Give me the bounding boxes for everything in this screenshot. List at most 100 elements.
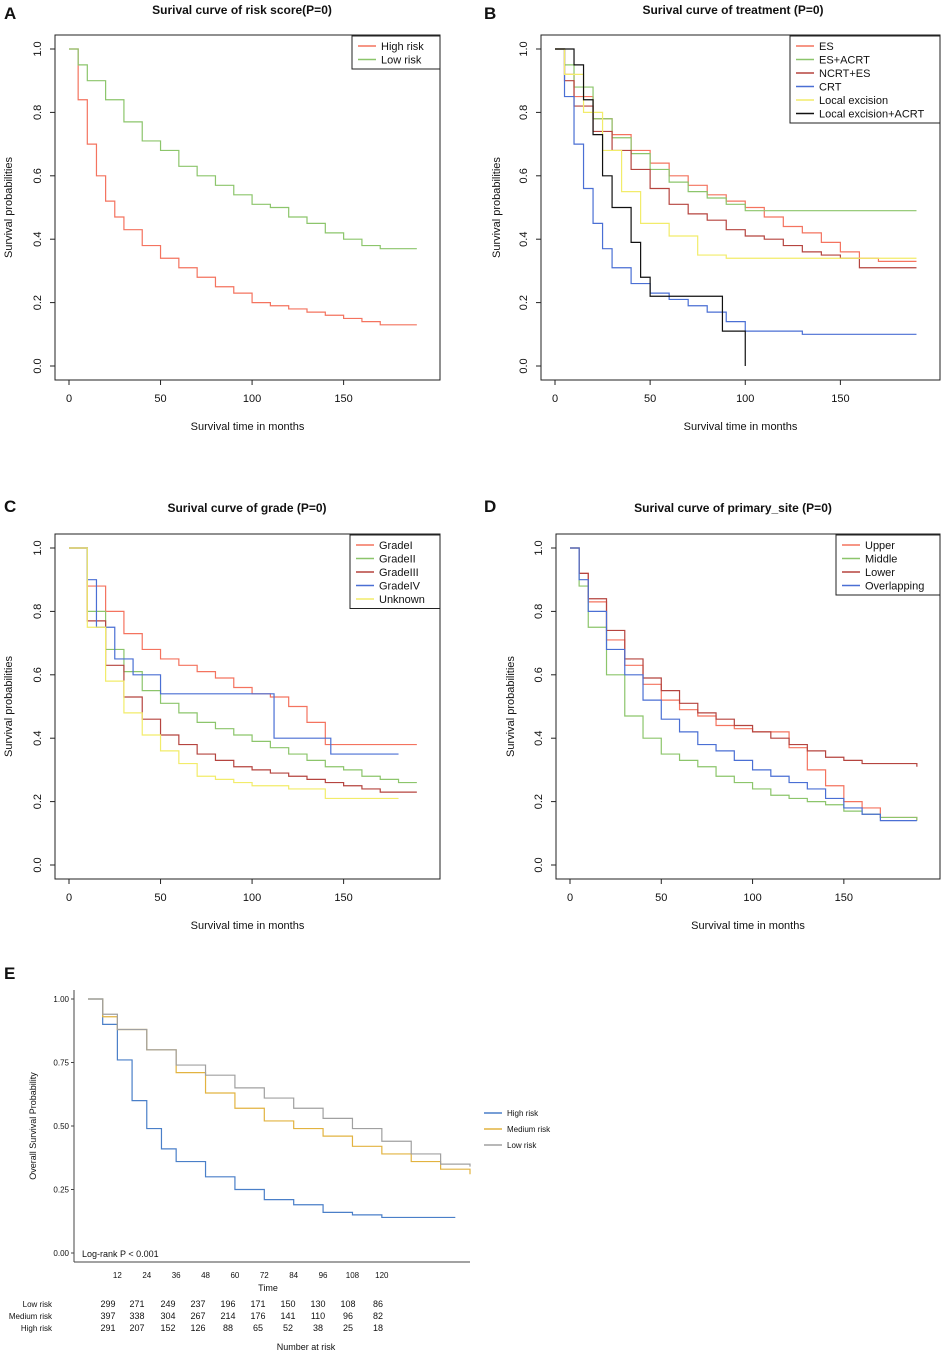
series-line-c-0 <box>69 547 417 746</box>
legend-label-b-5: Local excision+ACRT <box>819 109 925 121</box>
risk-value-e-2-0: 291 <box>100 1323 115 1333</box>
x-axis-label-d: Survival time in months <box>691 920 805 932</box>
logrank-annotation-e: Log-rank P < 0.001 <box>82 1249 159 1259</box>
x-axis-label-e: Time <box>258 1283 278 1293</box>
x-tick-label-e: 108 <box>346 1271 360 1280</box>
panel-b: B Surival curve of treatment (P=0) 0.0 0.2 0… <box>484 3 941 433</box>
y-tick-label-b: 0.6 <box>518 168 530 183</box>
y-tick-label-c: 0.0 <box>32 857 44 872</box>
risk-value-e-0-1: 271 <box>129 1299 144 1309</box>
legend-label-c-3: GradeIV <box>379 581 421 593</box>
risk-value-e-2-7: 38 <box>313 1323 323 1333</box>
legend-label-d-1: Middle <box>865 554 897 566</box>
series-line-b-3 <box>555 48 917 335</box>
y-tick-label-a: 0.6 <box>32 168 44 183</box>
risk-table-title-e: Number at risk <box>277 1342 336 1352</box>
risk-value-e-2-8: 25 <box>343 1323 353 1333</box>
risk-value-e-1-6: 141 <box>280 1311 295 1321</box>
y-tick-label-b: 0.8 <box>518 105 530 120</box>
y-tick-label-e: 0.00 <box>53 1249 69 1258</box>
risk-row-label-e-2: High risk <box>21 1324 53 1333</box>
y-tick-label-b: 1.0 <box>518 41 530 56</box>
chart-title-b: Surival curve of treatment (P=0) <box>642 3 823 17</box>
legend-label-e-1: Medium risk <box>507 1125 551 1134</box>
y-axis-label-a: Survival probabilities <box>3 157 15 258</box>
panel-d: D Surival curve of primary_site (P=0) 0.0 0… <box>484 497 941 932</box>
x-tick-label-e: 48 <box>201 1271 210 1280</box>
x-tick-label-c: 150 <box>334 892 352 904</box>
y-axis-label-e: Overall Survival Probability <box>28 1072 38 1180</box>
legend-label-b-2: NCRT+ES <box>819 68 870 80</box>
y-tick-label-d: 0.4 <box>533 731 545 746</box>
series-line-c-1 <box>69 547 417 784</box>
y-tick-label-d: 0.0 <box>533 857 545 872</box>
panel-letter-c: C <box>4 497 16 516</box>
risk-value-e-1-7: 110 <box>311 1311 325 1321</box>
x-tick-label-a: 150 <box>334 393 352 405</box>
legend-label-a-1: Low risk <box>381 55 422 67</box>
x-tick-label-a: 50 <box>154 393 166 405</box>
legend-label-a-0: High risk <box>381 41 424 53</box>
series-line-c-3 <box>69 547 399 755</box>
risk-value-e-1-0: 397 <box>100 1311 115 1321</box>
risk-value-e-0-2: 249 <box>160 1299 175 1309</box>
series-line-d-1 <box>570 547 918 821</box>
x-tick-label-e: 36 <box>172 1271 181 1280</box>
y-tick-label-d: 0.8 <box>533 604 545 619</box>
risk-value-e-1-5: 176 <box>250 1311 265 1321</box>
plot-frame-c <box>54 533 441 880</box>
risk-value-e-2-6: 52 <box>283 1323 293 1333</box>
y-tick-label-a: 0.2 <box>32 295 44 310</box>
y-tick-label-b: 0.2 <box>518 295 530 310</box>
risk-value-e-1-9: 82 <box>373 1311 383 1321</box>
y-tick-label-b: 0.4 <box>518 232 530 247</box>
y-tick-label-d: 0.2 <box>533 794 545 809</box>
legend-label-d-3: Overlapping <box>865 581 924 593</box>
plot-frame-b <box>540 34 941 381</box>
y-tick-label-e: 1.00 <box>53 995 69 1004</box>
x-tick-label-e: 72 <box>260 1271 269 1280</box>
series-line-a-1 <box>69 48 417 250</box>
y-tick-label-b: 0.0 <box>518 358 530 373</box>
y-tick-label-e: 0.25 <box>53 1186 69 1195</box>
legend-label-d-2: Lower <box>865 567 895 579</box>
legend-label-e-0: High risk <box>507 1109 539 1118</box>
y-axis-label-d: Survival probabilities <box>505 656 517 757</box>
legend-label-b-0: ES <box>819 41 834 53</box>
risk-value-e-0-0: 299 <box>100 1299 115 1309</box>
x-tick-label-e: 120 <box>375 1271 389 1280</box>
x-tick-label-c: 50 <box>154 892 166 904</box>
y-tick-label-a: 0.8 <box>32 105 44 120</box>
x-tick-label-c: 0 <box>66 892 72 904</box>
legend-label-c-0: GradeI <box>379 540 413 552</box>
x-tick-label-a: 100 <box>243 393 261 405</box>
y-tick-label-c: 0.2 <box>32 794 44 809</box>
y-tick-label-d: 0.6 <box>533 667 545 682</box>
y-axis-label-c: Survival probabilities <box>3 656 15 757</box>
x-tick-label-c: 100 <box>243 892 261 904</box>
x-tick-label-d: 100 <box>743 892 761 904</box>
legend-label-c-2: GradeIII <box>379 567 419 579</box>
y-tick-label-a: 0.4 <box>32 232 44 247</box>
y-tick-label-e: 0.75 <box>53 1059 69 1068</box>
y-tick-label-e: 0.50 <box>53 1122 69 1131</box>
x-tick-label-e: 24 <box>142 1271 151 1280</box>
y-tick-label-a: 0.0 <box>32 358 44 373</box>
series-line-d-3 <box>570 547 917 822</box>
y-tick-label-c: 1.0 <box>32 540 44 555</box>
plot-frame-d <box>555 533 941 880</box>
risk-value-e-2-5: 65 <box>253 1323 263 1333</box>
series-line-c-4 <box>69 547 399 800</box>
risk-value-e-1-8: 96 <box>343 1311 353 1321</box>
x-tick-label-b: 100 <box>736 393 754 405</box>
legend-label-d-0: Upper <box>865 540 895 552</box>
x-axis-label-b: Survival time in months <box>684 421 798 433</box>
risk-value-e-1-3: 267 <box>190 1311 205 1321</box>
y-tick-label-a: 1.0 <box>32 41 44 56</box>
x-tick-label-d: 0 <box>567 892 573 904</box>
x-tick-label-e: 96 <box>319 1271 328 1280</box>
y-axis-label-b: Survival probabilities <box>491 157 503 258</box>
series-line-e-2 <box>88 998 471 1167</box>
x-tick-label-b: 50 <box>644 393 656 405</box>
